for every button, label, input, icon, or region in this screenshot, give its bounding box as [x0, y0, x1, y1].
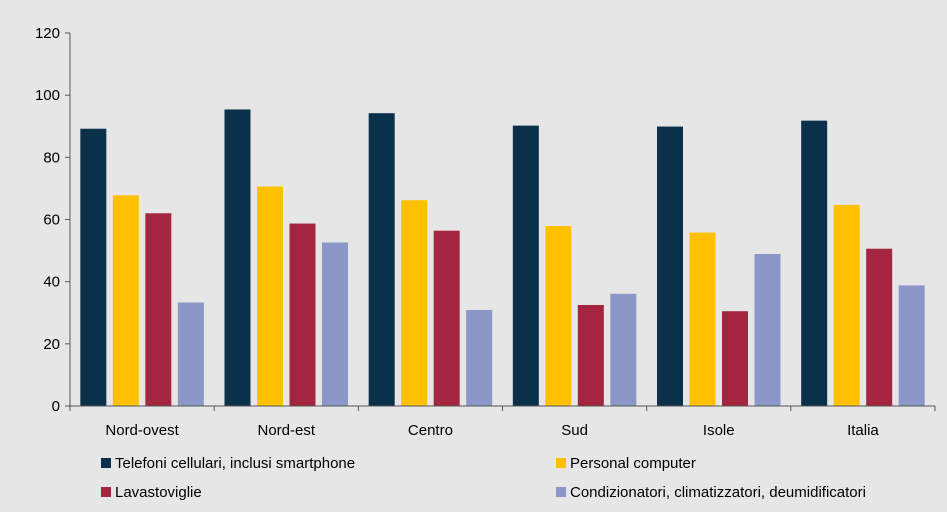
y-tick-label: 120: [35, 25, 60, 42]
y-tick-label: 60: [43, 212, 60, 229]
bar-sud-series-2: [545, 226, 572, 406]
y-tick-label: 40: [43, 274, 60, 291]
bar-isole-series-1: [657, 126, 683, 406]
bar-centro-series-3: [433, 230, 460, 406]
bar-nord-est-series-3: [289, 223, 316, 406]
legend-item: Telefoni cellulari, inclusi smartphone: [101, 455, 355, 472]
legend-label: Personal computer: [570, 455, 696, 472]
legend-label: Telefoni cellulari, inclusi smartphone: [115, 455, 355, 472]
bar-sud-series-3: [577, 304, 604, 406]
bar-nord-est-series-1: [224, 109, 251, 407]
bar-nord-ovest-series-1: [80, 128, 107, 407]
legend-label: Condizionatori, climatizzatori, deumidif…: [570, 484, 866, 501]
bar-nord-ovest-series-4: [177, 302, 204, 406]
bar-italia-series-4: [898, 285, 925, 406]
legend-swatch: [101, 487, 111, 497]
x-tick-label: Nord-est: [257, 422, 315, 439]
y-tick-label: 80: [43, 149, 60, 166]
axes-layer: 0 20 40 60 80 100 120 Nord-ovest Nord-est Centro S…: [35, 25, 936, 439]
bars-layer: [80, 109, 925, 407]
bar-nord-est-series-2: [257, 186, 283, 406]
legend-swatch: [101, 458, 111, 468]
bar-centro-series-1: [368, 113, 395, 406]
bar-nord-est-series-4: [322, 242, 348, 406]
bar-isole-series-3: [722, 311, 748, 406]
legend-swatch: [556, 487, 566, 497]
legend: Telefoni cellulari, inclusi smartphone Pe…: [101, 455, 866, 501]
bar-isole-series-4: [754, 254, 781, 406]
y-tick-label: 0: [52, 398, 60, 415]
bar-nord-ovest-series-2: [112, 195, 139, 406]
x-tick-label: Sud: [561, 422, 588, 439]
bar-sud-series-1: [512, 125, 539, 406]
legend-item: Lavastoviglie: [101, 484, 202, 501]
bar-italia-series-2: [833, 204, 860, 406]
y-tick-label: 100: [35, 87, 60, 104]
bar-centro-series-2: [401, 200, 428, 406]
bar-nord-ovest-series-3: [145, 213, 172, 406]
x-tick-label: Italia: [847, 422, 879, 439]
legend-swatch: [556, 458, 566, 468]
bar-centro-series-4: [466, 309, 493, 406]
bar-sud-series-4: [610, 293, 637, 406]
legend-item: Personal computer: [556, 455, 696, 472]
legend-label: Lavastoviglie: [115, 484, 202, 501]
bar-italia-series-3: [866, 248, 893, 406]
x-tick-label: Nord-ovest: [105, 422, 179, 439]
x-tick-label: Centro: [408, 422, 453, 439]
bar-isole-series-2: [689, 232, 716, 406]
y-tick-label: 20: [43, 336, 60, 353]
x-tick-label: Isole: [703, 422, 735, 439]
bar-italia-series-1: [801, 120, 828, 407]
legend-item: Condizionatori, climatizzatori, deumidif…: [556, 484, 866, 501]
